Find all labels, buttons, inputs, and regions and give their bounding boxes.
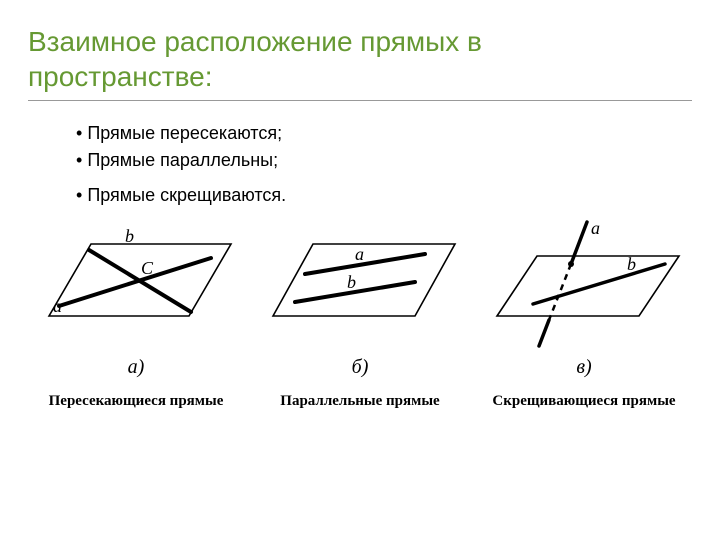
caption-skew: Скрещивающиеся прямые: [476, 393, 692, 410]
label-a: a: [53, 296, 62, 316]
panel-parallel: a b б) Параллельные прямые: [252, 220, 468, 410]
bullet-intersecting: Прямые пересекаются;: [76, 123, 692, 144]
line-b-skew: [533, 264, 665, 304]
title-line-1: Взаимное расположение прямых в: [28, 26, 482, 57]
title-line-2: пространстве:: [28, 61, 212, 92]
diagram-parallel: a b: [255, 220, 465, 350]
bullet-parallel: Прямые параллельны;: [76, 150, 692, 171]
diagrams-row: b C a а) Пересекающиеся прямые a b б) Па…: [28, 220, 692, 410]
line-a-parallel: [305, 254, 425, 274]
subletter-c: в): [476, 356, 692, 379]
panel-skew: a b в) Скрещивающиеся прямые: [476, 220, 692, 410]
diagram-skew: a b: [479, 220, 689, 350]
label-b-skew: b: [627, 254, 636, 274]
label-a-parallel: a: [355, 244, 364, 264]
subletter-a: а): [28, 356, 244, 379]
page-title: Взаимное расположение прямых в пространс…: [28, 24, 692, 101]
bullet-skew: Прямые скрещиваются.: [76, 185, 692, 206]
caption-intersecting: Пересекающиеся прямые: [28, 393, 244, 410]
bullet-list: Прямые пересекаются; Прямые параллельны;: [36, 123, 692, 171]
label-b: b: [125, 226, 134, 246]
bullet-list-2: Прямые скрещиваются.: [36, 185, 692, 206]
line-a: [59, 258, 211, 306]
caption-parallel: Параллельные прямые: [252, 393, 468, 410]
subletter-b: б): [252, 356, 468, 379]
panel-intersecting: b C a а) Пересекающиеся прямые: [28, 220, 244, 410]
line-b: [89, 250, 191, 312]
label-b-parallel: b: [347, 272, 356, 292]
line-a-top: [571, 222, 587, 264]
label-a-skew: a: [591, 220, 600, 238]
pierce-point: [568, 261, 574, 267]
plane-b: [273, 244, 455, 316]
line-a-bottom: [539, 320, 549, 346]
diagram-intersecting: b C a: [31, 220, 241, 350]
label-c: C: [141, 258, 154, 278]
